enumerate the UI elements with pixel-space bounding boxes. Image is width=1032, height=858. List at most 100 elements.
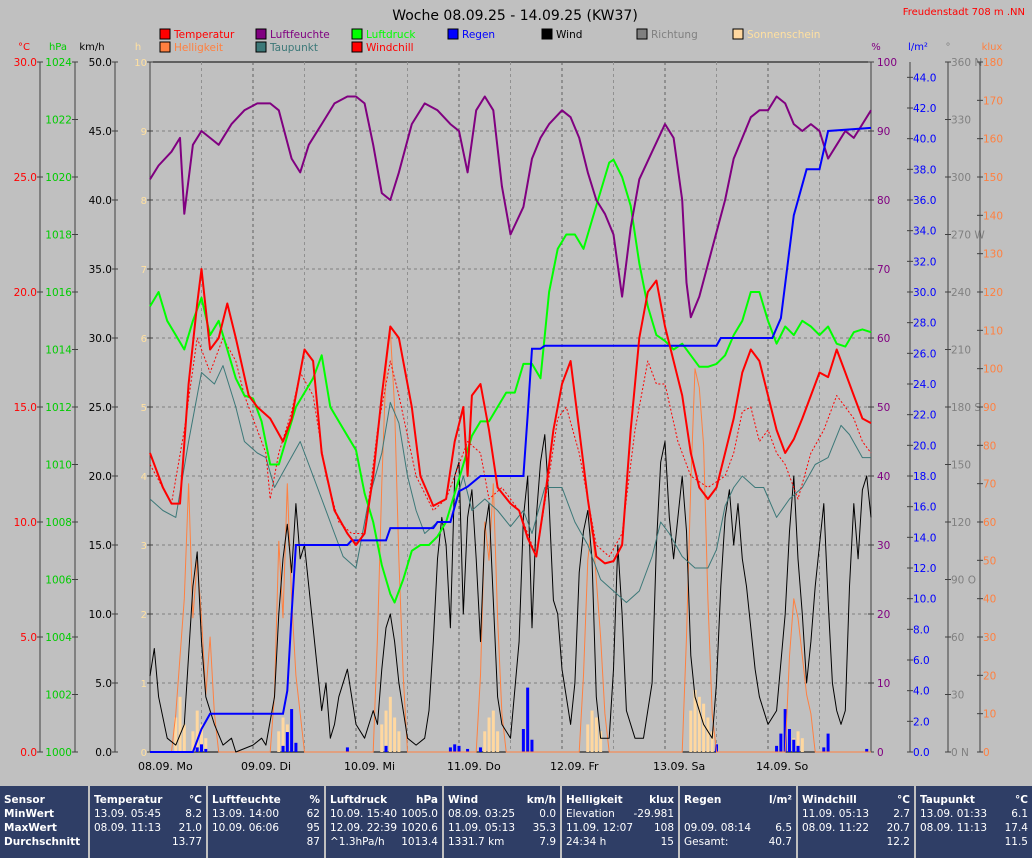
legend-label: Wind (556, 29, 582, 41)
stats-chill-max: 20.7 (886, 822, 910, 834)
axis-label-wind: 30.0 (89, 333, 112, 345)
legend-swatch (636, 28, 648, 40)
axis-label-humidity: 80 (877, 195, 890, 207)
axis-label-direction: 30 (951, 690, 964, 702)
rain-bar (195, 747, 199, 752)
stats-chill-max-time: 08.09. 11:22 (802, 822, 869, 834)
stats-temp-max: 21.0 (178, 822, 202, 834)
legend-label: Sonnenschein (747, 29, 820, 41)
axis-label-brightness: 160 (983, 134, 1003, 146)
stats-press-title: Luftdruck (330, 794, 388, 806)
statistics-table: Sensor MinWert MaxWert Durchschnitt Temp… (0, 786, 1032, 858)
stats-rain-total: 40.7 (768, 836, 792, 848)
stats-rain-unit: l/m² (769, 794, 792, 806)
axis-label-direction: 120 (951, 517, 971, 529)
rain-bar (457, 745, 461, 752)
axis-label-direction: 180 S (951, 402, 981, 414)
axis-label-rain: 26.0 (913, 348, 936, 360)
sunshine-bar (204, 738, 208, 752)
sunshine-bar (281, 717, 285, 752)
axis-label-rain: 2.0 (913, 716, 930, 728)
axis-label-sunshine: 5 (141, 403, 147, 414)
sunshine-bar (200, 724, 203, 752)
stats-dew-min: 6.1 (1011, 808, 1028, 820)
rain-bar (204, 748, 208, 752)
axis-label-rain: 32.0 (913, 256, 936, 268)
axis-label-temperature: 30.0 (14, 57, 37, 69)
axis-label-pressure: 1016 (45, 287, 72, 299)
stats-press-trend: ^1.3hPa/h (330, 836, 385, 848)
stats-hum-unit: % (309, 794, 320, 806)
axis-label-brightness: 80 (983, 440, 996, 452)
axis-label-pressure: 1000 (45, 747, 72, 759)
sunshine-bar (384, 710, 388, 752)
legend-label: Windchill (366, 42, 414, 54)
stats-col-sensor: Sensor MinWert MaxWert Durchschnitt (0, 786, 88, 858)
axis-label-pressure: 1010 (45, 460, 72, 472)
axis-label-temperature: 20.0 (14, 287, 37, 299)
stats-wind-min-time: 08.09. 03:25 (448, 808, 515, 820)
stats-temp-avg: 13.77 (171, 836, 202, 848)
axis-label-sunshine: 6 (141, 334, 147, 345)
axis-label-direction: 300 (951, 172, 971, 184)
axis-label-direction: 60 (951, 632, 964, 644)
sunshine-bar (706, 717, 710, 752)
axis-label-pressure: 1012 (45, 402, 72, 414)
day-labels: 08.09. Mo 09.09. Di 10.09. Mi 11.09. Do 12.0… (138, 760, 808, 773)
stats-col-taupunkt: Taupunkt °C 13.09. 01:33 6.1 08.09. 11:13 1… (914, 786, 1032, 858)
stats-temp-max-time: 08.09. 11:13 (94, 822, 161, 834)
axis-label-humidity: 70 (877, 264, 890, 276)
location-label: Freudenstadt 708 m .NN (903, 7, 1025, 18)
rain-bar (796, 745, 800, 752)
axis-label-brightness: 170 (983, 95, 1003, 107)
axis-label-wind: 50.0 (89, 57, 112, 69)
stats-row-avg-label: Durchschnitt (4, 836, 81, 848)
axis-label-direction: 360 N (951, 57, 982, 69)
sunshine-bar (388, 696, 392, 752)
stats-wind-unit: km/h (526, 794, 556, 806)
chart-title: Woche 08.09.25 - 14.09.25 (KW37) (392, 8, 638, 24)
axis-label-rain: 8.0 (913, 624, 930, 636)
axis-label-humidity: 20 (877, 609, 890, 621)
stats-wind-title: Wind (448, 794, 479, 806)
axis-label-brightness: 30 (983, 632, 996, 644)
axis-label-pressure: 1006 (45, 575, 72, 587)
axis-label-rain: 42.0 (913, 103, 936, 115)
axis-label-direction: 0 N (951, 747, 969, 759)
axis-label-sunshine: 9 (141, 127, 147, 138)
stats-wind-avg: 7.9 (539, 836, 556, 848)
rain-cumulative-line (150, 126, 872, 753)
axis-label-direction: 330 (951, 115, 971, 127)
stats-col-luftdruck: Luftdruck hPa 10.09. 15:40 1005.0 12.09. 2… (324, 786, 442, 858)
day-label: 10.09. Mi (344, 760, 395, 773)
wind-line (149, 434, 872, 753)
stats-light-elevation: -29.981 (633, 808, 674, 820)
legend-swatch (447, 28, 459, 40)
stats-light-duration: 24:34 h (566, 836, 607, 848)
axis-label-rain: 28.0 (913, 318, 936, 330)
axis-label-rain: 0.0 (913, 747, 930, 759)
axis-label-brightness: 130 (983, 249, 1003, 261)
axis-label-rain: 14.0 (913, 532, 936, 544)
axis-label-direction: 240 (951, 287, 971, 299)
axis-label-rain: 38.0 (913, 164, 936, 176)
legend-label: Helligkeit (174, 42, 223, 54)
sunshine-bar (277, 731, 281, 752)
axis-label-rain: 40.0 (913, 134, 936, 146)
legend-swatch (159, 28, 171, 40)
rain-bar (783, 709, 787, 752)
rain-bar (290, 709, 294, 752)
rain-bar (526, 687, 530, 752)
axis-label-sunshine: 1 (141, 679, 147, 690)
axis-label-sunshine: 10 (134, 58, 147, 69)
rain-bar (775, 745, 779, 752)
axis-label-humidity: 90 (877, 126, 890, 138)
stats-col-regen: Regen l/m² 09.09. 08:14 6.5 Gesamt: 40.7 (678, 786, 796, 858)
stats-col-helligkeit: Helligkeit klux Elevation -29.981 11.09. 1… (560, 786, 678, 858)
temperature-line (149, 268, 872, 565)
axis-label-direction: 150 (951, 460, 971, 472)
legend-swatch (732, 28, 744, 40)
sunshine-bar (689, 710, 693, 752)
humidity-line (149, 95, 872, 319)
sunshine-bar (174, 717, 178, 752)
